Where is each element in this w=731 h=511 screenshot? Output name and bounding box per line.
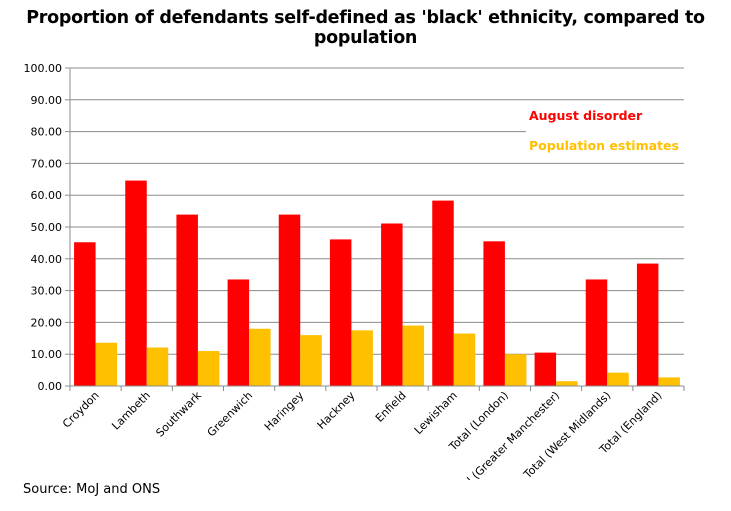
legend-bg xyxy=(524,136,686,156)
x-tick-label: Lambeth xyxy=(109,389,153,433)
y-tick-label: 20.00 xyxy=(31,316,63,329)
bar-disorder xyxy=(74,242,96,386)
bar-population xyxy=(300,335,322,386)
bar-population xyxy=(95,342,118,386)
bar-disorder xyxy=(176,214,198,386)
y-tick-label: 80.00 xyxy=(31,126,63,139)
bar-population xyxy=(351,330,373,386)
x-tick-label: Lewisham xyxy=(412,389,460,437)
y-tick-label: 90.00 xyxy=(31,94,63,107)
bar-population xyxy=(453,333,476,386)
x-tick-label: Enfield xyxy=(373,389,409,425)
bar-disorder xyxy=(125,180,147,386)
y-tick-label: 10.00 xyxy=(31,348,63,361)
bar-population xyxy=(556,381,578,386)
x-tick-label: Southwark xyxy=(153,388,204,439)
bar-disorder xyxy=(227,279,250,386)
y-tick-label: 50.00 xyxy=(31,221,63,234)
legend-bg xyxy=(524,106,686,126)
x-tick-label: Croydon xyxy=(60,389,102,431)
legend: August disorder Population estimates xyxy=(524,106,686,156)
y-tick-label: 30.00 xyxy=(31,285,63,298)
x-tick-label: Hackney xyxy=(315,389,358,432)
x-axis: Croydon Lambeth Southwark Greenwich Haringey… xyxy=(60,385,685,480)
source-note: Source: MoJ and ONS xyxy=(23,482,161,497)
bar-disorder xyxy=(432,200,454,386)
x-tick-label: Haringey xyxy=(262,389,307,434)
bar-population xyxy=(504,354,527,386)
bar-disorder xyxy=(636,263,659,386)
bar-disorder xyxy=(278,214,301,386)
bar-disorder xyxy=(534,352,557,386)
bar-disorder xyxy=(329,239,352,386)
x-tick-label: Greenwich xyxy=(205,389,255,439)
bars xyxy=(74,180,680,386)
bar-population xyxy=(658,377,680,386)
legend-label: Population estimates xyxy=(529,138,679,153)
bar-population xyxy=(249,328,271,386)
bar-population xyxy=(402,325,425,386)
bar-population xyxy=(146,347,169,386)
y-tick-label: 40.00 xyxy=(31,253,63,266)
bar-disorder xyxy=(381,223,403,386)
y-tick-label: 100.00 xyxy=(24,62,63,75)
bar-population xyxy=(197,351,220,386)
bar-disorder xyxy=(585,279,608,386)
chart-title: Proportion of defendants self-defined as… xyxy=(26,8,705,48)
y-axis: 0.00 10.00 20.00 30.00 40.00 50.00 60.00 70.00 8… xyxy=(24,62,71,393)
y-tick-label: 60.00 xyxy=(31,189,63,202)
bar-disorder xyxy=(483,241,505,386)
bar-chart: 0.00 10.00 20.00 30.00 40.00 50.00 60.00 70.00 8… xyxy=(24,62,686,480)
x-tick-label: Total (West Midlands) xyxy=(521,389,614,480)
y-tick-label: 0.00 xyxy=(38,380,63,393)
bar-population xyxy=(607,372,629,386)
legend-label: August disorder xyxy=(529,108,643,123)
y-tick-label: 70.00 xyxy=(31,157,63,170)
